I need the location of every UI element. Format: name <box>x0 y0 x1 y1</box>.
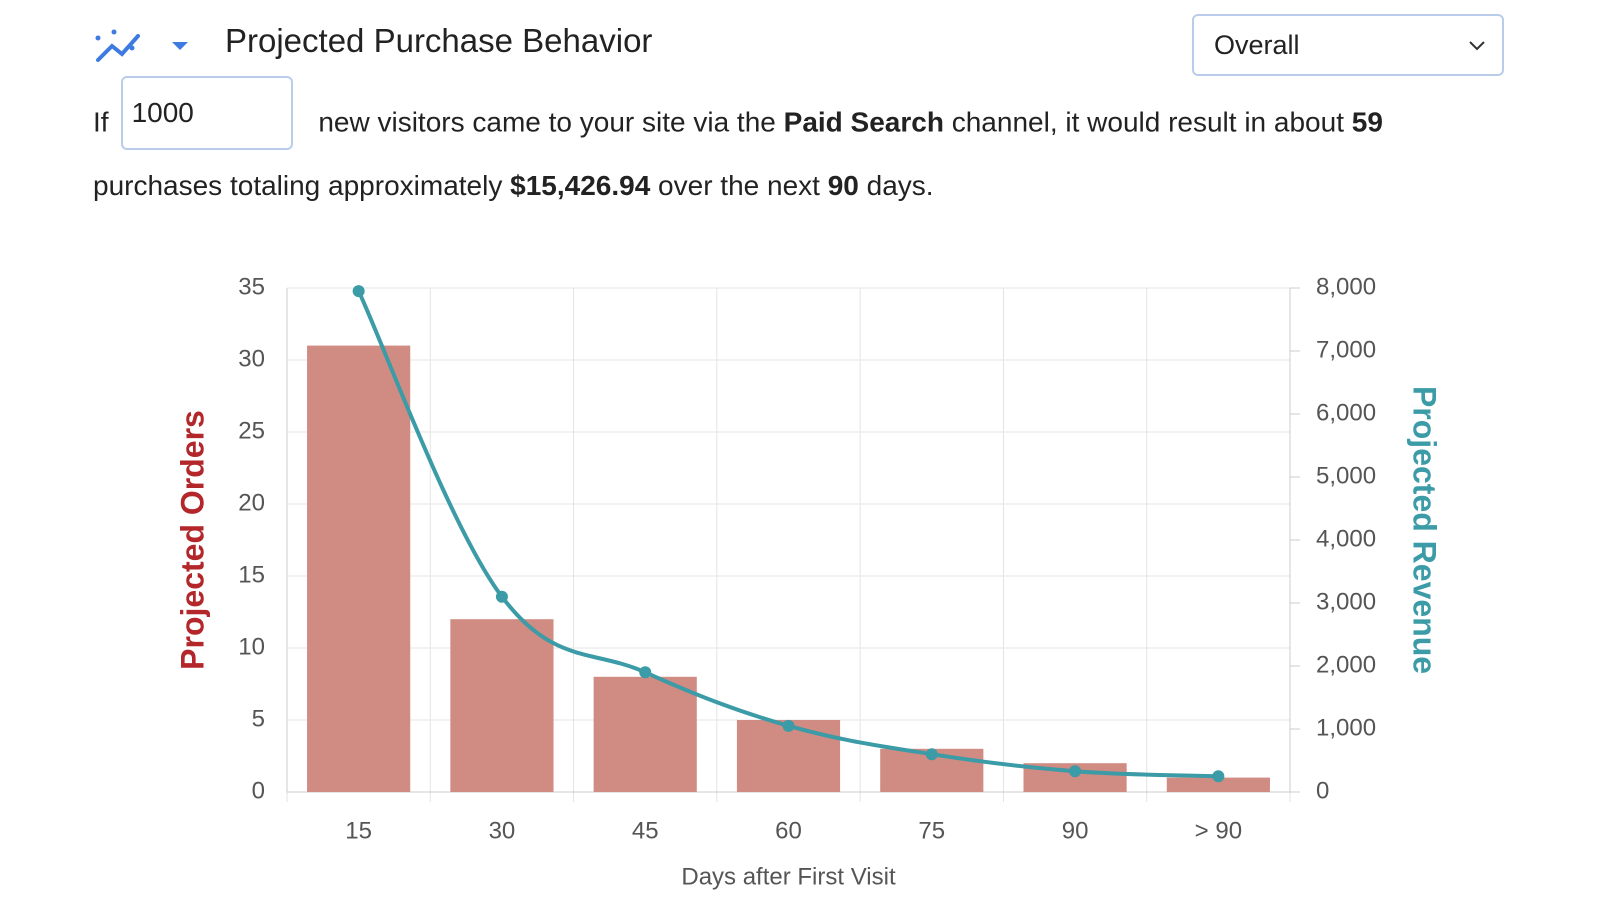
sentence-line: purchases totaling approximately $15,426… <box>93 170 934 202</box>
chart-type-menu[interactable] <box>92 26 202 66</box>
title: Projected Purchase Behavior <box>225 22 653 59</box>
chevron <box>1469 41 1485 51</box>
segment-select[interactable]: Overall <box>1192 14 1504 76</box>
x-tick-label: 60 <box>775 817 802 844</box>
text: channel, it would result in about <box>951 106 1344 138</box>
x-axis-title: Days after First Visit <box>681 863 896 890</box>
x-tick-label: > 90 <box>1195 817 1242 844</box>
revenue-point <box>782 719 795 732</box>
y2-tick-label: 6,000 <box>1316 399 1376 426</box>
revenue-point <box>639 666 652 679</box>
visitors-input[interactable]: 1000 <box>120 76 293 150</box>
y-axis-title: Projected Orders <box>174 410 210 670</box>
text: days. <box>866 170 934 201</box>
y2-tick-label: 0 <box>1316 777 1329 804</box>
revenue-point <box>1069 765 1082 778</box>
total: $15,426.94 <box>510 170 651 201</box>
y2-tick-label: 8,000 <box>1316 273 1376 300</box>
y2-tick-label: 4,000 <box>1316 525 1376 552</box>
chart: 0 5 10 15 20 25 30 35 0 1,000 2,000 3,000 4,000 5,000… <box>174 273 1443 890</box>
y-tick-label: 0 <box>252 777 265 804</box>
bar <box>736 720 841 792</box>
y-tick-label: 20 <box>238 489 265 516</box>
y2-axis-title: Projected Revenue <box>1407 386 1443 674</box>
y-tick-label: 10 <box>238 633 265 660</box>
bar <box>1166 777 1270 792</box>
purchases: 59 <box>1351 106 1383 138</box>
sentence-line: If 1000 new visitors came to your site vi… <box>93 76 1383 150</box>
y-tick-label: 35 <box>238 273 265 300</box>
y-tick-label: 30 <box>238 345 265 372</box>
revenue-point <box>352 285 365 298</box>
revenue-point <box>925 748 938 761</box>
y-tick-label: 25 <box>238 417 265 444</box>
text: purchases totaling approximately <box>93 170 503 201</box>
y2-tick-label: 5,000 <box>1316 462 1376 489</box>
bar <box>307 345 411 792</box>
y-tick-label: 5 <box>252 705 265 732</box>
text: new visitors came to your site via the <box>318 106 776 138</box>
bar <box>450 619 554 792</box>
revenue-point <box>495 590 508 603</box>
select-value: Overall <box>1214 30 1300 60</box>
y2-tick-label: 2,000 <box>1316 651 1376 678</box>
bar <box>593 676 697 792</box>
y2-tick-label: 7,000 <box>1316 336 1376 363</box>
revenue-line <box>356 290 1219 779</box>
channel: Paid Search <box>783 106 944 138</box>
text: If <box>93 106 109 138</box>
text: over the next <box>658 170 820 201</box>
x-tick-label: 15 <box>345 817 372 844</box>
x-tick-label: 45 <box>632 817 659 844</box>
days: 90 <box>827 170 859 201</box>
x-tick-label: 75 <box>918 817 945 844</box>
x-tick-label: 90 <box>1062 817 1089 844</box>
revenue-point <box>1212 770 1225 783</box>
y2-tick-label: 1,000 <box>1316 714 1376 741</box>
y2-tick-label: 3,000 <box>1316 588 1376 615</box>
y-tick-label: 15 <box>238 561 265 588</box>
x-tick-label: 30 <box>489 817 516 844</box>
